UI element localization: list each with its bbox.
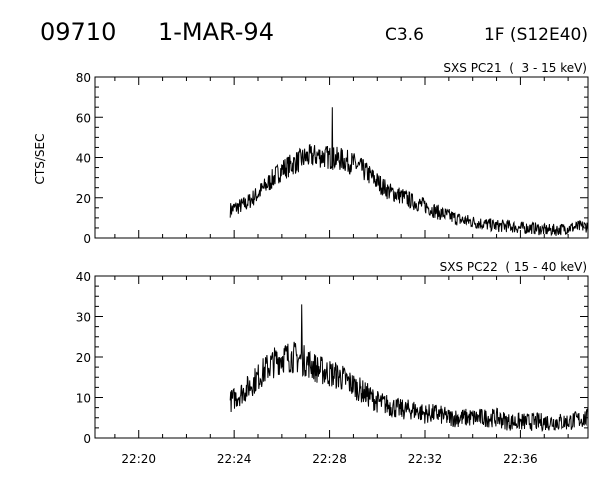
x-tick-label: 22:24 [217, 452, 252, 466]
goes-class: C3.6 [385, 25, 424, 45]
y-tick-label: 0 [83, 232, 91, 246]
event-date: 1-MAR-94 [158, 18, 274, 46]
panel-title: SXS PC21 ( 3 - 15 keV) [443, 61, 587, 75]
panel-pc22: SXS PC22 ( 15 - 40 keV) 0 10 20 30 40 [76, 260, 589, 446]
series-line [229, 304, 589, 433]
x-tick-label: 22:28 [312, 452, 347, 466]
x-tick-label: 22:32 [408, 452, 443, 466]
panel-title: SXS PC22 ( 15 - 40 keV) [440, 260, 587, 274]
marks-layer: 0 10 20 30 40 [76, 270, 589, 446]
y-tick-label: 30 [76, 311, 91, 325]
plot-frame [94, 76, 589, 239]
marks-layer: 0 20 40 60 80 [76, 71, 589, 246]
y-tick-label: 10 [76, 392, 91, 406]
plot-frame [94, 275, 589, 439]
y-tick-label: 40 [76, 270, 91, 284]
y-tick-label: 80 [76, 71, 91, 85]
y-tick-label: 60 [76, 111, 91, 125]
panel-pc21: SXS PC21 ( 3 - 15 keV) CTS/SEC 0 20 40 60 80 [33, 61, 589, 246]
y-tick-label: 0 [83, 432, 91, 446]
series-line [229, 107, 589, 237]
y-axis-label: CTS/SEC [33, 134, 47, 185]
y-tick-label: 40 [76, 152, 91, 166]
optical-class: 1F (S12E40) [484, 25, 588, 45]
event-number: 09710 [40, 18, 116, 46]
y-tick-label: 20 [76, 351, 91, 365]
x-tick-labels: 22:20 22:24 22:28 22:32 22:36 [121, 452, 537, 466]
x-tick-label: 22:20 [121, 452, 156, 466]
y-tick-label: 20 [76, 192, 91, 206]
x-tick-label: 22:36 [503, 452, 538, 466]
